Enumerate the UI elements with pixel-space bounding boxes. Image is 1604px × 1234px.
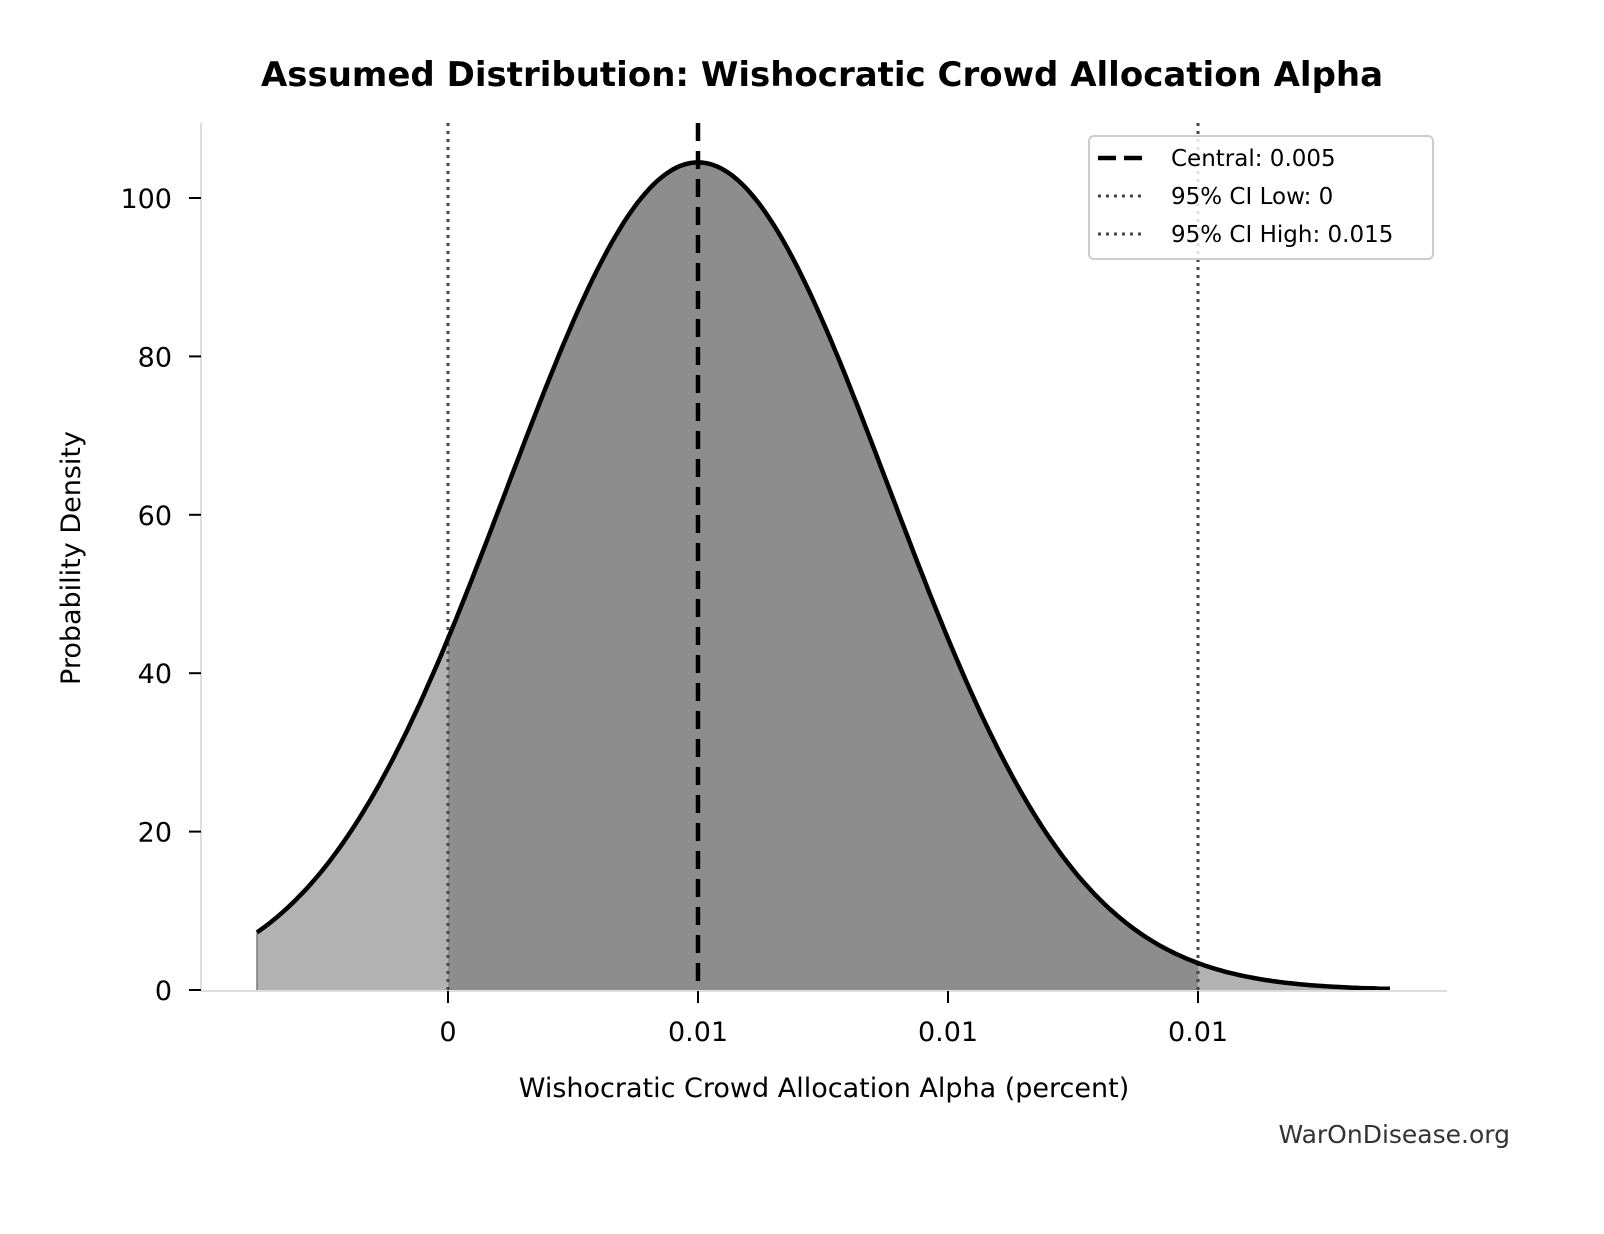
y-tick-label: 100 bbox=[120, 184, 172, 215]
x-tick-label: 0.01 bbox=[1168, 1017, 1228, 1048]
legend-central: Central: 0.005 bbox=[1171, 146, 1336, 172]
y-tick-label: 20 bbox=[138, 818, 172, 849]
legend-box bbox=[1088, 135, 1434, 260]
density-fill-ci bbox=[448, 162, 1198, 990]
chart-title: Assumed Distribution: Wishocratic Crowd … bbox=[261, 55, 1383, 95]
x-tick-label: 0.01 bbox=[918, 1017, 978, 1048]
legend: Central: 0.005 95% CI Low: 0 95% CI High… bbox=[1088, 135, 1434, 260]
x-tick-label: 0.01 bbox=[668, 1017, 728, 1048]
axes: 0 20 40 60 80 100 0 0.01 0.01 0.01 bbox=[120, 123, 1447, 1048]
y-tick-label: 80 bbox=[138, 342, 172, 373]
x-ticks: 0 0.01 0.01 0.01 bbox=[439, 991, 1228, 1048]
y-axis-label: Probability Density bbox=[56, 431, 87, 685]
legend-ci-high: 95% CI High: 0.015 bbox=[1171, 222, 1393, 248]
x-axis-label: Wishocratic Crowd Allocation Alpha (perc… bbox=[519, 1073, 1130, 1104]
watermark: WarOnDisease.org bbox=[1278, 1120, 1510, 1149]
legend-ci-low: 95% CI Low: 0 bbox=[1171, 184, 1333, 210]
y-tick-label: 0 bbox=[155, 976, 172, 1007]
plot-area bbox=[255, 123, 1391, 992]
x-tick-label: 0 bbox=[439, 1017, 456, 1048]
y-tick-label: 40 bbox=[138, 659, 172, 690]
y-tick-label: 60 bbox=[138, 501, 172, 532]
y-ticks: 0 20 40 60 80 100 bbox=[120, 184, 201, 1007]
density-curve bbox=[255, 160, 1391, 992]
